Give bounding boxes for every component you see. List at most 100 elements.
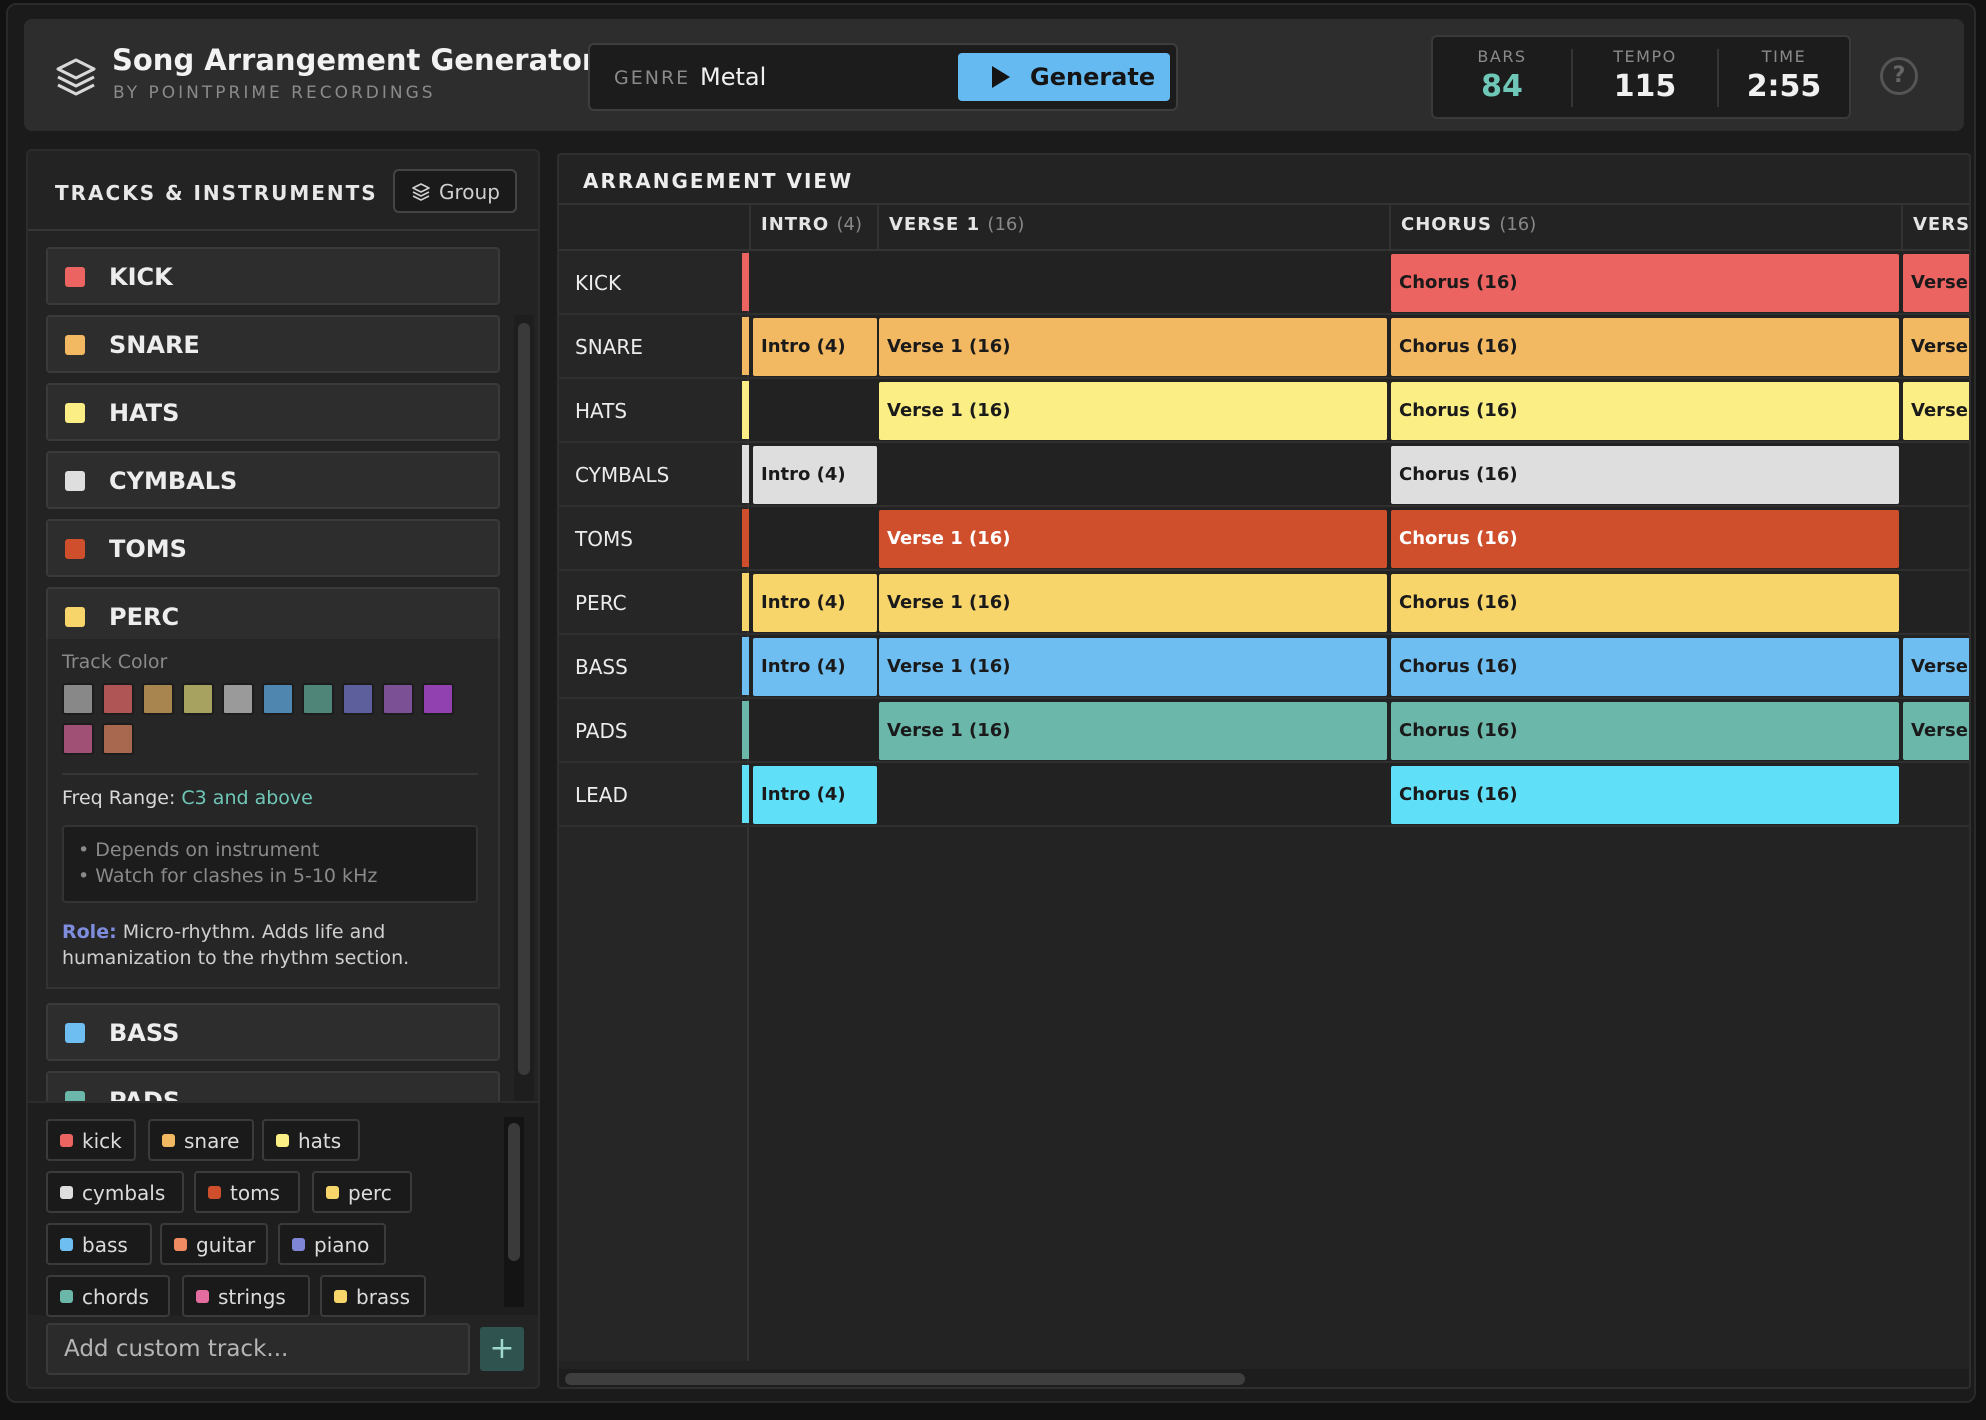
track-row-bass[interactable]: BASS [46, 1003, 500, 1061]
layers-logo-icon [56, 58, 96, 96]
arrangement-clip[interactable]: Verse 1 (16) [879, 702, 1387, 760]
arrangement-clip[interactable]: Verse [1903, 318, 1969, 376]
lane-color-marker [742, 445, 749, 503]
track-color-swatch[interactable] [65, 267, 85, 287]
instrument-tag-piano[interactable]: piano [278, 1223, 386, 1265]
play-icon [992, 66, 1010, 88]
stat-value: 115 [1613, 69, 1677, 104]
instrument-tags: kick snare hats cymbals toms perc bass guitar pi… [28, 1101, 538, 1317]
color-swatch-option[interactable] [142, 683, 174, 715]
arrangement-clip[interactable]: Verse 1 (16) [879, 510, 1387, 568]
track-notes: • Depends on instrument • Watch for clas… [62, 825, 478, 903]
instrument-tag-bass[interactable]: bass [46, 1223, 152, 1265]
section-header-row: INTRO (4)VERSE 1 (16)CHORUS (16)VERSE [559, 203, 1969, 251]
track-row-toms[interactable]: TOMS [46, 519, 500, 577]
arrangement-clip[interactable]: Chorus (16) [1391, 382, 1899, 440]
track-color-swatch[interactable] [65, 335, 85, 355]
instrument-tag-cymbals[interactable]: cymbals [46, 1171, 184, 1213]
color-swatch-option[interactable] [262, 683, 294, 715]
track-list-scroll-thumb[interactable] [518, 323, 530, 1075]
arrangement-clip[interactable]: Verse 1 (16) [879, 318, 1387, 376]
tags-scroll-thumb[interactable] [508, 1123, 520, 1261]
color-swatch-option[interactable] [182, 683, 214, 715]
track-row-pads[interactable]: PADS [46, 1071, 500, 1101]
arrangement-clip[interactable]: Verse 1 (16) [879, 638, 1387, 696]
arrangement-scroll-thumb[interactable] [565, 1373, 1245, 1385]
arrangement-clip[interactable]: Intro (4) [753, 446, 877, 504]
track-name: SNARE [109, 331, 200, 359]
instrument-tag-snare[interactable]: snare [148, 1119, 254, 1161]
add-custom-track-input[interactable] [46, 1323, 470, 1375]
help-icon[interactable]: ? [1880, 57, 1918, 95]
genre-label: GENRE [614, 67, 691, 89]
track-color-swatch[interactable] [65, 1023, 85, 1043]
arrangement-scrollbar[interactable] [559, 1369, 1969, 1387]
genre-value[interactable]: Metal [700, 63, 767, 91]
section-header-verse[interactable]: VERSE [1901, 205, 1969, 251]
color-swatch-option[interactable] [422, 683, 454, 715]
color-swatch-option[interactable] [62, 683, 94, 715]
color-swatch-option[interactable] [302, 683, 334, 715]
section-name: INTRO [761, 214, 830, 235]
arrangement-clip[interactable]: Chorus (16) [1391, 574, 1899, 632]
instrument-tag-guitar[interactable]: guitar [160, 1223, 268, 1265]
lane-name: PADS [575, 719, 628, 743]
color-swatch-option[interactable] [102, 723, 134, 755]
color-swatch-option[interactable] [342, 683, 374, 715]
track-row-snare[interactable]: SNARE [46, 315, 500, 373]
arrangement-clip[interactable]: Chorus (16) [1391, 702, 1899, 760]
color-swatch-option[interactable] [102, 683, 134, 715]
arrangement-clip[interactable]: Chorus (16) [1391, 638, 1899, 696]
arrangement-clip[interactable]: Chorus (16) [1391, 510, 1899, 568]
track-color-swatch[interactable] [65, 1091, 85, 1101]
arrangement-clip[interactable]: Verse [1903, 702, 1969, 760]
arrangement-clip[interactable]: Intro (4) [753, 766, 877, 824]
instrument-tag-toms[interactable]: toms [194, 1171, 300, 1213]
tag-color-dot [60, 1134, 73, 1147]
track-color-swatch[interactable] [65, 607, 85, 627]
tag-color-dot [60, 1186, 73, 1199]
group-button[interactable]: Group [393, 169, 517, 213]
arrangement-clip[interactable]: Intro (4) [753, 638, 877, 696]
instrument-tag-hats[interactable]: hats [262, 1119, 360, 1161]
arrangement-clip[interactable]: Chorus (16) [1391, 446, 1899, 504]
generate-button[interactable]: Generate [958, 53, 1170, 101]
instrument-tag-strings[interactable]: strings [182, 1275, 310, 1317]
instrument-tag-brass[interactable]: brass [320, 1275, 426, 1317]
add-track-button[interactable]: + [480, 1327, 524, 1371]
arrangement-clip[interactable]: Verse [1903, 638, 1969, 696]
instrument-tag-chords[interactable]: chords [46, 1275, 170, 1317]
track-list-scrollbar[interactable] [514, 315, 534, 1101]
arrangement-clip[interactable]: Verse 1 (16) [879, 382, 1387, 440]
track-color-swatch[interactable] [65, 403, 85, 423]
track-row-perc[interactable]: PERC [46, 587, 500, 645]
lane-snare: SNARE Intro (4) Verse 1 (16) Chorus (16) Ver… [559, 315, 1969, 379]
genre-selector[interactable]: GENRE Metal Generate [588, 43, 1178, 111]
arrangement-clip[interactable]: Verse [1903, 254, 1969, 312]
arrangement-clip[interactable]: Verse 1 (16) [879, 574, 1387, 632]
arrangement-clip[interactable]: Intro (4) [753, 318, 877, 376]
arrangement-clip[interactable]: Intro (4) [753, 574, 877, 632]
tag-label: chords [82, 1285, 149, 1309]
instrument-tag-kick[interactable]: kick [46, 1119, 136, 1161]
color-swatch-option[interactable] [382, 683, 414, 715]
color-swatch-option[interactable] [222, 683, 254, 715]
arrangement-clip[interactable]: Chorus (16) [1391, 254, 1899, 312]
track-color-swatch[interactable] [65, 471, 85, 491]
section-header-chorus[interactable]: CHORUS (16) [1389, 205, 1901, 251]
arrangement-clip[interactable]: Verse [1903, 382, 1969, 440]
track-row-hats[interactable]: HATS [46, 383, 500, 441]
tags-scrollbar[interactable] [504, 1117, 524, 1307]
track-row-kick[interactable]: KICK [46, 247, 500, 305]
color-swatch-option[interactable] [62, 723, 94, 755]
track-row-cymbals[interactable]: CYMBALS [46, 451, 500, 509]
freq-range-label: Freq Range: [62, 787, 176, 809]
tag-color-dot [334, 1290, 347, 1303]
arrangement-clip[interactable]: Chorus (16) [1391, 318, 1899, 376]
arrangement-clip[interactable]: Chorus (16) [1391, 766, 1899, 824]
section-header-intro[interactable]: INTRO (4) [749, 205, 877, 251]
instrument-tag-perc[interactable]: perc [312, 1171, 412, 1213]
track-name: KICK [109, 263, 173, 291]
section-header-verse-1[interactable]: VERSE 1 (16) [877, 205, 1389, 251]
track-color-swatch[interactable] [65, 539, 85, 559]
